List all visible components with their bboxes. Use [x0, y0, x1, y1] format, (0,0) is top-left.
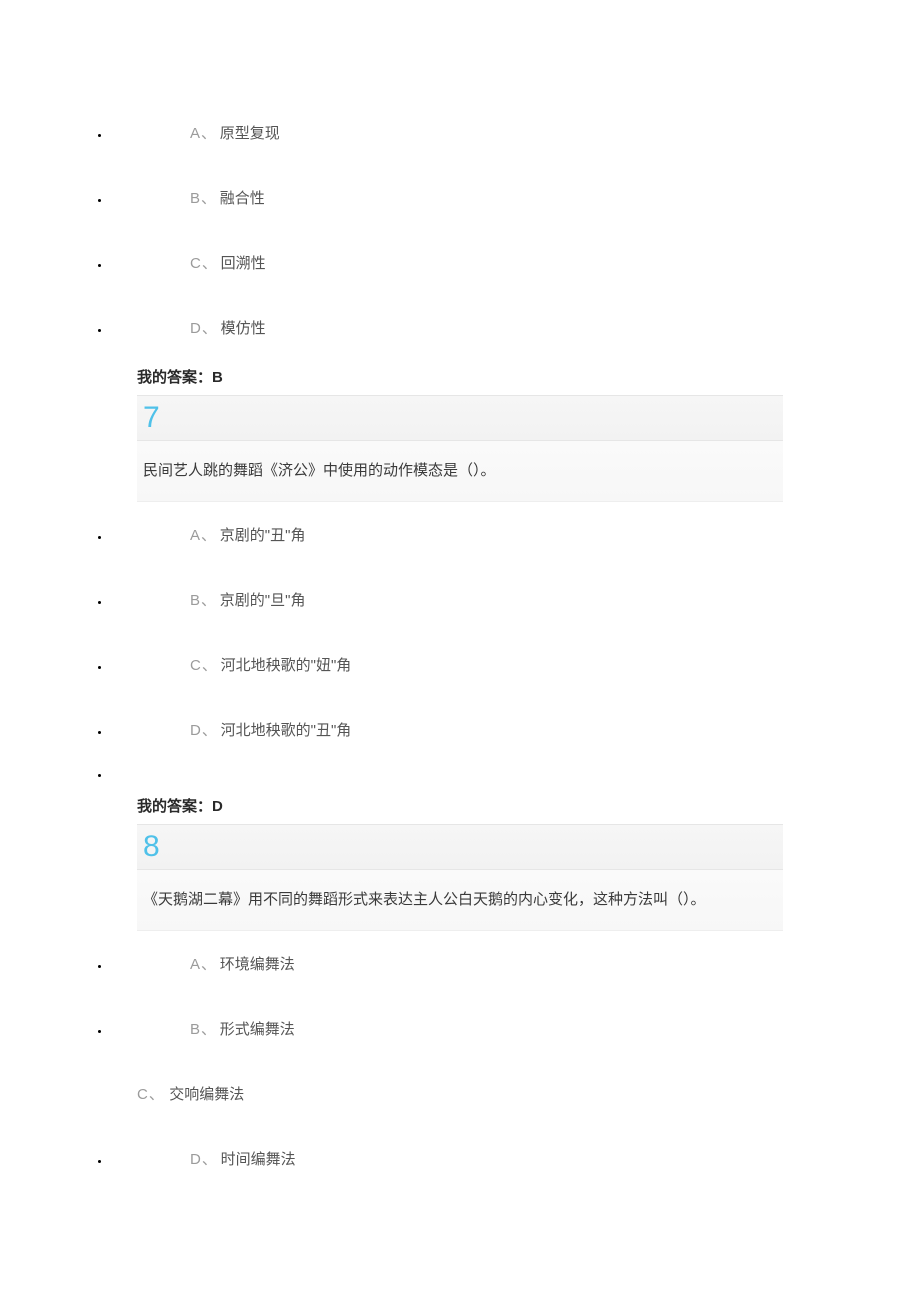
q7-number-bar: 7 [137, 395, 783, 441]
q7-my-answer: 我的答案：D [137, 789, 920, 824]
option-letter: C、 [137, 1086, 165, 1103]
answer-value: B [212, 369, 223, 386]
q6-my-answer: 我的答案：B [137, 360, 920, 395]
q7-option-c[interactable]: C、 河北地秧歌的"妞"角 [110, 632, 920, 697]
option-text: 形式编舞法 [220, 1021, 295, 1038]
q8-question-text: 《天鹅湖二幕》用不同的舞蹈形式来表达主人公白天鹅的内心变化，这种方法叫（）。 [137, 870, 783, 931]
option-text: 河北地秧歌的"妞"角 [221, 657, 352, 674]
q8-option-d[interactable]: D、 时间编舞法 [110, 1126, 920, 1191]
answer-label: 我的答案： [137, 798, 212, 815]
option-letter: A、 [190, 527, 217, 544]
q6-option-a[interactable]: A、 原型复现 [110, 100, 920, 165]
q6-option-list: A、 原型复现 B、 融合性 C、 回溯性 D、 模仿性 [0, 100, 920, 360]
q8-option-c[interactable]: C、 交响编舞法 [137, 1061, 920, 1126]
q8-number-bar: 8 [137, 824, 783, 870]
option-letter: C、 [190, 255, 218, 272]
option-text: 环境编舞法 [220, 956, 295, 973]
option-letter: B、 [190, 592, 217, 609]
q8-option-list-cont: D、 时间编舞法 [0, 1126, 920, 1191]
question-number: 8 [143, 830, 160, 863]
q6-option-d[interactable]: D、 模仿性 [110, 295, 920, 360]
answer-label: 我的答案： [137, 369, 212, 386]
option-text: 时间编舞法 [221, 1151, 296, 1168]
q7-option-d[interactable]: D、 河北地秧歌的"丑"角 [110, 697, 920, 762]
option-text: 京剧的"旦"角 [220, 592, 306, 609]
q8-option-list: A、 环境编舞法 B、 形式编舞法 [0, 931, 920, 1061]
q8-block: 8 《天鹅湖二幕》用不同的舞蹈形式来表达主人公白天鹅的内心变化，这种方法叫（）。 [137, 824, 783, 931]
option-text: 京剧的"丑"角 [220, 527, 306, 544]
option-letter: B、 [190, 1021, 217, 1038]
option-text: 交响编舞法 [169, 1086, 244, 1103]
q7-question-text: 民间艺人跳的舞蹈《济公》中使用的动作模态是（）。 [137, 441, 783, 502]
option-letter: C、 [190, 657, 218, 674]
question-number: 7 [143, 401, 160, 434]
option-letter: A、 [190, 956, 217, 973]
q7-option-b[interactable]: B、 京剧的"旦"角 [110, 567, 920, 632]
option-text: 河北地秧歌的"丑"角 [221, 722, 352, 739]
option-letter: D、 [190, 722, 218, 739]
q7-option-list: A、 京剧的"丑"角 B、 京剧的"旦"角 C、 河北地秧歌的"妞"角 D、 河… [0, 502, 920, 789]
option-letter: A、 [190, 125, 217, 142]
q8-option-b[interactable]: B、 形式编舞法 [110, 996, 920, 1061]
option-text: 融合性 [220, 190, 265, 207]
option-letter: D、 [190, 320, 218, 337]
q6-option-c[interactable]: C、 回溯性 [110, 230, 920, 295]
option-text: 原型复现 [220, 125, 280, 142]
option-text: 模仿性 [221, 320, 266, 337]
empty-bullet [110, 762, 920, 789]
q7-block: 7 民间艺人跳的舞蹈《济公》中使用的动作模态是（）。 [137, 395, 783, 502]
q6-option-b[interactable]: B、 融合性 [110, 165, 920, 230]
answer-value: D [212, 798, 223, 815]
option-letter: D、 [190, 1151, 218, 1168]
q7-option-a[interactable]: A、 京剧的"丑"角 [110, 502, 920, 567]
q8-option-a[interactable]: A、 环境编舞法 [110, 931, 920, 996]
option-letter: B、 [190, 190, 217, 207]
option-text: 回溯性 [221, 255, 266, 272]
